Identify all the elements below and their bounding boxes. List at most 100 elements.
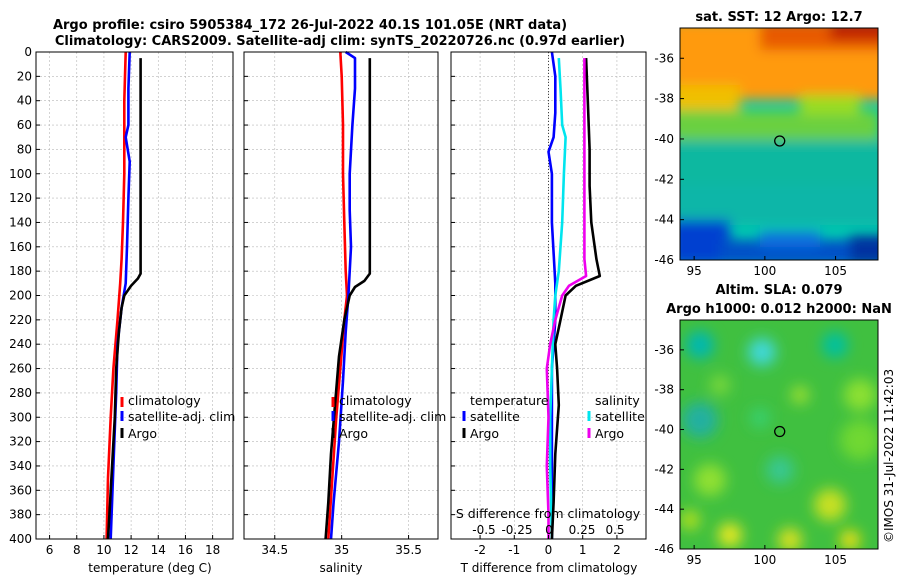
s-tick-label: 0.25 [569, 523, 596, 537]
series-line-t-satellite [547, 51, 557, 539]
legend-label-t-satellite: satellite [470, 409, 520, 424]
y-tick-label: 0 [24, 45, 32, 59]
legend-label-s-argo: Argo [595, 426, 624, 441]
map-sst_map: 95 100 105 -46 -44 -42 -40 -38 -36 [654, 27, 879, 278]
map-y-tick-label: -42 [654, 172, 674, 186]
x-axis-label-salinity: salinity [319, 561, 362, 575]
y-tick-label: 360 [9, 483, 32, 497]
x-tick-label: 16 [178, 543, 193, 557]
y-tick-label: 140 [9, 215, 32, 229]
x-axis-label-difference: T difference from climatology [460, 561, 638, 575]
map-y-tick-label: -40 [654, 423, 674, 437]
map-x-tick-label: 105 [824, 553, 847, 567]
y-tick-label: 40 [17, 94, 32, 108]
x-tick-label: 34.5 [261, 543, 288, 557]
x-tick-label: 18 [205, 543, 220, 557]
series-line-argo [324, 58, 372, 540]
s-tick-label: -0.25 [501, 523, 532, 537]
x-tick-label: 35 [334, 543, 349, 557]
map-y-tick-label: -46 [654, 253, 674, 267]
y-tick-label: 340 [9, 459, 32, 473]
legend-title-temperature: temperature [470, 393, 549, 408]
map-y-tick-label: -36 [654, 343, 674, 357]
title-line-1: Argo profile: csiro 5905384_172 26-Jul-2… [53, 18, 567, 33]
map-y-tick-label: -42 [654, 462, 674, 476]
s-difference-ticks: -0.5 -0.25 0 0.25 0.5 [472, 523, 624, 537]
legend-label-satellite-s: satellite-adj. clim [339, 409, 446, 424]
map-y-tick-label: -44 [654, 502, 674, 516]
map-sla_map: 95 100 105 -46 -44 -42 -40 -38 -36 [654, 319, 879, 567]
map-x-tick-label: 105 [824, 264, 847, 278]
imos-watermark: ©IMOS 31-Jul-2022 11:42:03 [882, 369, 896, 543]
s-tick-label: -0.5 [472, 523, 495, 537]
sla-map-title-1: Altim. SLA: 0.079 [716, 283, 843, 298]
legend-label-climatology-s: climatology [339, 393, 412, 408]
map-y-tick-label: -44 [654, 213, 674, 227]
axes-layer: 6 8 10 12 14 16 180204060801001201401601802002… [9, 27, 879, 567]
legend-label-argo-s: Argo [339, 426, 368, 441]
y-tick-label: 20 [17, 69, 32, 83]
map-frame [679, 319, 879, 550]
x-axis-label-temperature: temperature (deg C) [88, 561, 211, 575]
series-line-climatology [105, 51, 127, 540]
map-frame [679, 27, 879, 261]
y-tick-label: 400 [9, 532, 32, 546]
s-tick-label: 0 [545, 523, 553, 537]
y-tick-label: 320 [9, 435, 32, 449]
x-tick-label: -1 [508, 543, 520, 557]
map-y-tick-label: -40 [654, 132, 674, 146]
argo-location-marker [774, 425, 786, 438]
series-line-satellite-adj-clim [329, 50, 357, 540]
legend-salinity: climatology satellite-adj. clim Argo [331, 393, 446, 441]
x-tick-label: 6 [46, 543, 54, 557]
map-x-tick-label: 95 [687, 553, 702, 567]
map-y-tick-label: -38 [654, 383, 674, 397]
legend-difference: temperature satellite Argo salinity sate… [462, 393, 645, 441]
panel-temperature: 6 8 10 12 14 16 180204060801001201401601802002… [9, 45, 234, 557]
y-tick-label: 260 [9, 362, 32, 376]
s-tick-label: 0.5 [605, 523, 624, 537]
title-line-2: Climatology: CARS2009. Satellite-adj cli… [55, 34, 625, 49]
y-tick-label: 60 [17, 118, 32, 132]
gridlines [36, 51, 233, 540]
map-y-tick-label: -36 [654, 51, 674, 65]
y-tick-label: 220 [9, 313, 32, 327]
legend-label-argo: Argo [128, 426, 157, 441]
legend-label-climatology: climatology [128, 393, 201, 408]
x-tick-label: 10 [96, 543, 111, 557]
map-x-tick-label: 100 [753, 264, 776, 278]
sla-map-field [680, 320, 878, 549]
x-tick-label: 1 [579, 543, 587, 557]
s-difference-label: S difference from climatology [456, 506, 641, 521]
y-tick-label: 80 [17, 142, 32, 156]
y-tick-label: 160 [9, 240, 32, 254]
series-line-argo [106, 58, 142, 540]
map-x-tick-label: 95 [687, 264, 702, 278]
x-tick-label: 35.5 [395, 543, 422, 557]
series-line-t-argo [550, 58, 602, 540]
series-line-s-satellite [548, 58, 567, 540]
sla-map-title-2: Argo h1000: 0.012 h2000: NaN [666, 302, 892, 317]
x-tick-label: 14 [151, 543, 166, 557]
y-tick-label: 120 [9, 191, 32, 205]
panel-difference: -2 -1 0 1 2 [450, 51, 647, 557]
series-line-climatology [327, 51, 349, 540]
argo-location-marker [774, 135, 786, 147]
sst-map-field [680, 28, 878, 260]
legend-label-s-satellite: satellite [595, 409, 645, 424]
x-tick-label: 12 [123, 543, 138, 557]
x-tick-label: 2 [613, 543, 621, 557]
map-y-tick-label: -46 [654, 542, 674, 556]
legend-title-salinity: salinity [595, 393, 640, 408]
x-tick-label: -2 [474, 543, 486, 557]
x-tick-label: 0 [545, 543, 553, 557]
y-tick-label: 380 [9, 508, 32, 522]
sst-map-title: sat. SST: 12 Argo: 12.7 [695, 10, 862, 25]
map-y-tick-label: -38 [654, 92, 674, 106]
map-x-tick-label: 100 [753, 553, 776, 567]
y-tick-label: 300 [9, 410, 32, 424]
y-tick-label: 100 [9, 167, 32, 181]
y-tick-label: 200 [9, 289, 32, 303]
x-tick-label: 8 [73, 543, 81, 557]
